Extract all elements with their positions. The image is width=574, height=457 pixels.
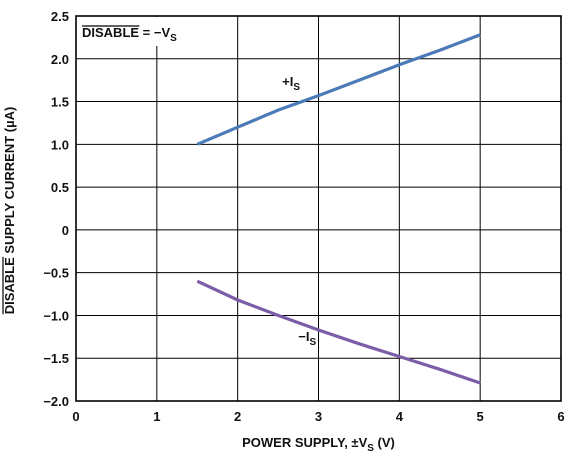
x-axis-title-sub: S xyxy=(367,443,374,454)
series-label-minus-is-sub: S xyxy=(310,337,317,348)
x-tick-label: 3 xyxy=(315,409,322,424)
series-line-plus-is xyxy=(196,33,481,146)
y-axis-title-rest: SUPPLY CURRENT (µA) xyxy=(2,107,17,258)
condition-label: DISABLE = −VS xyxy=(82,25,177,44)
x-axis-title: POWER SUPPLY, ±VS (V) xyxy=(242,435,395,454)
x-tick-label: 6 xyxy=(557,409,564,424)
condition-rest-text: = −V xyxy=(139,25,170,40)
y-tick-label: −1.0 xyxy=(43,308,69,323)
y-axis-title: DISABLE SUPPLY CURRENT (µA) xyxy=(2,107,17,315)
condition-box: DISABLE = −VS xyxy=(77,17,185,46)
x-tick-label: 2 xyxy=(234,409,241,424)
series-layer xyxy=(196,33,481,385)
series-label-plus-is-sub: S xyxy=(293,82,300,93)
x-axis-title-pre: POWER SUPPLY, ±V xyxy=(242,435,367,450)
x-tick-label: 4 xyxy=(396,409,404,424)
x-tick-label: 5 xyxy=(477,409,484,424)
y-tick-label: 2.5 xyxy=(51,9,69,24)
series-line-minus-is xyxy=(196,279,481,385)
series-label-plus-is-main: +I xyxy=(282,74,293,89)
y-tick-label: −1.5 xyxy=(43,351,69,366)
y-tick-label: 2.0 xyxy=(51,52,69,67)
y-tick-label: 0.5 xyxy=(51,180,69,195)
y-axis-title-group: DISABLE SUPPLY CURRENT (µA) xyxy=(2,107,17,315)
plot-frame xyxy=(75,15,562,402)
condition-overlined-text: DISABLE xyxy=(82,25,139,40)
y-tick-label: 1.5 xyxy=(51,95,69,110)
series-label-minus-is-main: −I xyxy=(298,329,309,344)
x-tick-label: 0 xyxy=(72,409,79,424)
series-label-plus-is: +IS xyxy=(282,74,300,93)
x-axis-title-post: (V) xyxy=(374,435,395,450)
y-tick-labels: 2.5 2.0 1.5 1.0 0.5 0 −0.5 −1.0 −1.5 −2.0 xyxy=(43,9,69,409)
condition-subscript: S xyxy=(170,33,177,44)
grid xyxy=(76,16,561,401)
y-tick-label: 0 xyxy=(62,223,69,238)
condition-box-bg xyxy=(77,17,185,46)
series-label-minus-is: −IS xyxy=(298,329,316,348)
x-tick-label: 1 xyxy=(153,409,160,424)
y-tick-label: −0.5 xyxy=(43,266,69,281)
y-axis-title-overlined: DISABLE xyxy=(2,257,17,314)
y-tick-label: 1.0 xyxy=(51,137,69,152)
x-tick-labels: 0 1 2 3 4 5 6 xyxy=(72,409,564,424)
y-tick-label: −2.0 xyxy=(43,394,69,409)
